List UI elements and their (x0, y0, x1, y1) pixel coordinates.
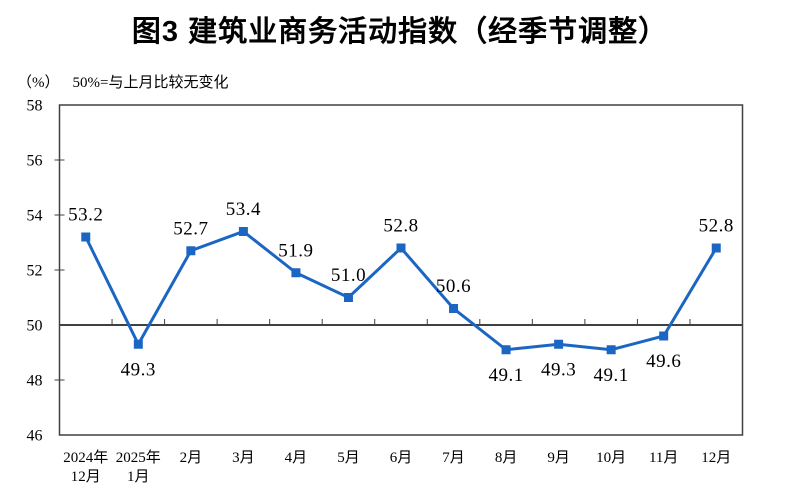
data-point-marker (81, 232, 91, 242)
data-point-label: 51.9 (278, 240, 313, 261)
y-axis-tick-label: 48 (27, 373, 43, 390)
x-axis-label: 5月 (337, 450, 360, 466)
y-axis-tick-label: 46 (27, 428, 43, 445)
data-point-label: 49.1 (594, 365, 629, 386)
data-point-label: 53.2 (68, 205, 103, 226)
data-point-marker (238, 227, 248, 236)
data-point-label: 49.3 (121, 359, 156, 380)
data-point-label: 49.6 (646, 351, 681, 372)
data-point-label: 53.4 (226, 199, 261, 220)
x-axis-label: 10月 (596, 450, 626, 466)
y-axis-tick-label: 50 (27, 318, 43, 335)
data-point-label: 52.8 (383, 216, 418, 237)
data-point-marker (554, 339, 564, 349)
x-axis-label: 3月 (232, 450, 255, 466)
data-point-marker (501, 345, 511, 355)
data-point-marker (343, 293, 353, 302)
x-axis-label: 4月 (285, 450, 308, 466)
data-point-marker (659, 331, 669, 341)
axis-note: （%） 50%=与上月比较无变化 (17, 71, 228, 92)
y-axis-unit-label: （%） (17, 75, 60, 91)
x-axis-label: 2月 (180, 450, 203, 466)
data-point-marker (711, 243, 721, 253)
y-axis-tick-label: 54 (27, 208, 43, 225)
x-axis-label: 6月 (390, 450, 413, 466)
data-point-marker (291, 268, 301, 278)
x-axis-label: 12月 (701, 450, 731, 466)
data-point-label: 51.0 (331, 265, 366, 286)
data-point-label: 52.8 (699, 216, 734, 237)
y-axis-tick-label: 56 (27, 153, 43, 170)
x-axis-label: 8月 (495, 450, 518, 466)
data-point-label: 50.6 (436, 276, 471, 297)
data-point-label: 49.1 (488, 365, 523, 386)
x-axis-label: 7月 (442, 450, 465, 466)
data-point-label: 49.3 (541, 359, 576, 380)
chart-title: 图3 建筑业商务活动指数（经季节调整） (131, 16, 669, 48)
data-point-marker (449, 304, 459, 313)
data-point-label: 52.7 (173, 218, 208, 239)
data-point-marker (133, 339, 143, 349)
reference-note: 50%=与上月比较无变化 (72, 75, 229, 91)
x-axis-label: 2024年 12月 (63, 449, 108, 485)
y-axis-tick-label: 58 (27, 98, 43, 115)
plot-border (58, 104, 744, 436)
data-point-marker (396, 243, 406, 253)
x-axis-label: 9月 (547, 450, 570, 466)
data-point-marker (606, 345, 616, 355)
x-axis-label: 2025年 1月 (116, 449, 161, 485)
y-axis-tick-label: 52 (27, 263, 43, 280)
data-point-marker (186, 246, 196, 256)
x-axis-label: 11月 (649, 450, 678, 466)
